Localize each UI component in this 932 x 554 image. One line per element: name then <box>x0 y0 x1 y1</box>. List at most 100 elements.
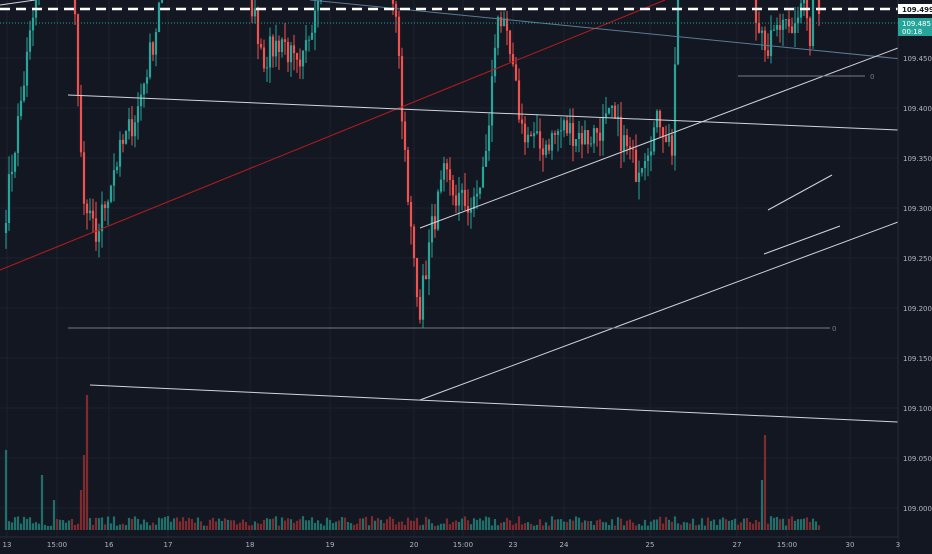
volume-bar <box>259 523 263 530</box>
candle-body <box>619 116 623 151</box>
volume-bar <box>757 521 761 530</box>
price-tick-label: 109.000 <box>903 505 932 513</box>
volume-bar <box>337 520 341 530</box>
volume-bar <box>403 524 407 530</box>
volume-bar <box>67 520 71 530</box>
volume-bar <box>115 525 119 530</box>
candle-body <box>124 131 128 144</box>
volume-bar <box>547 525 551 530</box>
volume-bar <box>748 521 752 530</box>
volume-bar <box>10 522 14 530</box>
time-tick-label: 24 <box>560 541 569 549</box>
volume-bar <box>298 519 302 530</box>
volume-bar <box>256 523 260 530</box>
volume-bar <box>418 525 422 530</box>
volume-bar <box>373 520 377 530</box>
volume-bar <box>661 523 665 530</box>
volume-bar <box>316 520 320 530</box>
candle-body <box>499 17 503 27</box>
candle-body <box>262 47 266 69</box>
volume-bar <box>193 522 197 530</box>
volume-bar <box>370 516 374 530</box>
time-tick-label: 19 <box>326 541 335 549</box>
volume-bar <box>334 521 338 530</box>
candle-body <box>463 189 467 207</box>
price-scale[interactable]: 109.850109.800109.750109.700109.650109.6… <box>897 0 932 550</box>
candle-body <box>487 125 491 151</box>
candle-body <box>412 226 416 259</box>
candle-body <box>19 100 23 117</box>
volume-bar <box>271 518 275 530</box>
candle-body <box>271 36 275 57</box>
volume-bar <box>304 520 308 530</box>
volume-bar <box>187 517 191 530</box>
volume-bar <box>16 516 20 530</box>
volume-bar <box>694 525 698 530</box>
volume-bar <box>214 521 218 530</box>
volume-bar <box>109 523 113 530</box>
candle-body <box>475 193 479 197</box>
volume-bar <box>292 522 296 530</box>
candle-body <box>613 105 617 119</box>
volume-bar <box>691 518 695 530</box>
lower-trend-line <box>89 384 899 423</box>
candle-body <box>79 95 83 153</box>
volume-bar <box>253 521 257 530</box>
volume-bar <box>499 522 503 530</box>
volume-bar <box>763 435 767 530</box>
volume-bar <box>124 525 128 530</box>
volume-bar <box>163 516 167 530</box>
time-scale[interactable]: 13 15:00 16 17 18 19 20 15:00 23 24 25 27 15:00 30 3 <box>0 536 900 550</box>
candle-body <box>625 135 629 147</box>
candle-body <box>496 17 500 48</box>
volume-bar <box>364 516 368 530</box>
candle-body <box>424 275 428 280</box>
bid-price-badge <box>898 18 932 36</box>
volume-bar <box>175 517 179 530</box>
volume-bar <box>502 522 506 530</box>
candle-body <box>94 218 98 242</box>
volume-bar <box>778 519 782 530</box>
candle-body <box>472 196 476 210</box>
volume-bar <box>787 518 791 530</box>
candle-body <box>784 19 788 21</box>
candle-body <box>565 120 569 134</box>
volume-bar <box>799 519 803 530</box>
volume-bar <box>475 519 479 530</box>
volume-bar <box>622 525 626 530</box>
volume-bar <box>736 524 740 530</box>
candle-body <box>604 113 608 118</box>
volume-bar <box>457 521 461 530</box>
volume-bar <box>463 516 467 530</box>
candle-body <box>25 51 29 86</box>
upper-trend-line <box>67 94 899 131</box>
volume-bar <box>553 519 557 530</box>
price-tick-label: 109.400 <box>903 105 932 113</box>
candle-body <box>520 119 524 124</box>
volume-bar <box>538 519 542 530</box>
candle-body <box>7 174 11 223</box>
candle-body <box>535 131 539 134</box>
volume-bar <box>472 518 476 530</box>
volume-bar <box>727 520 731 530</box>
candle-body <box>133 122 137 137</box>
volume-bar <box>91 524 95 530</box>
candle-body <box>454 195 458 206</box>
candle-body <box>268 36 272 68</box>
volume-bar <box>604 522 608 530</box>
volume-bar <box>328 519 332 530</box>
volume-bar <box>208 519 212 530</box>
candle-body <box>664 136 668 142</box>
volume-bar <box>199 521 203 530</box>
volume-bar <box>70 518 74 530</box>
candle-body <box>763 30 767 51</box>
candle-body <box>82 152 86 204</box>
candle-body <box>667 135 671 142</box>
volume-bars <box>4 395 821 530</box>
volume-bar <box>184 521 188 530</box>
time-tick-label: 18 <box>246 541 255 549</box>
volume-bar <box>532 525 536 530</box>
volume-bar <box>469 524 473 530</box>
bar-countdown-label: 00:18 <box>902 28 922 36</box>
